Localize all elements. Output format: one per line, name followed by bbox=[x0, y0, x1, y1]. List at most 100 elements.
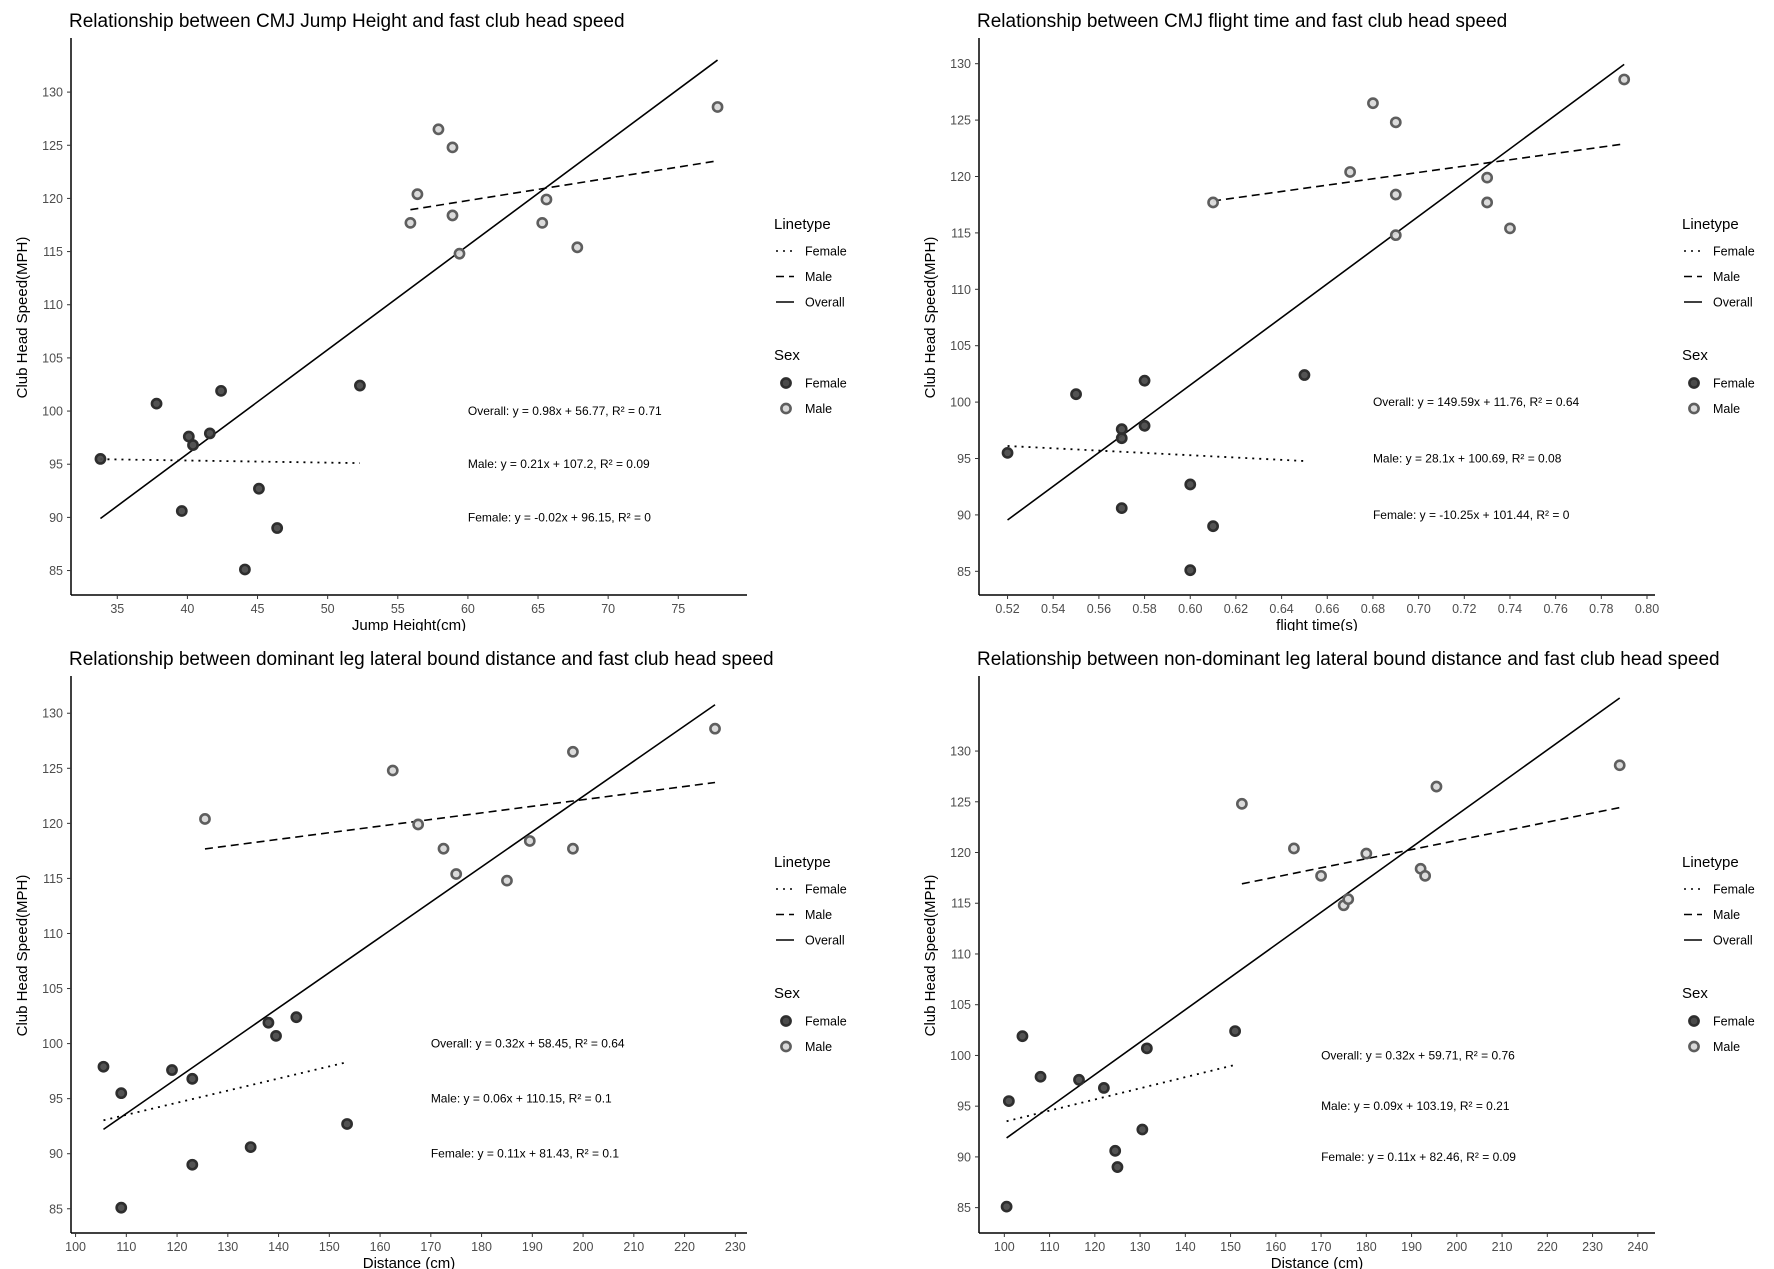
x-tick-label: 70 bbox=[601, 602, 615, 616]
fit-equation-female: Female: y = -10.25x + 101.44, R² = 0 bbox=[1373, 508, 1570, 522]
data-point-male bbox=[1342, 893, 1355, 906]
y-axis-label: Club Head Speed(MPH) bbox=[922, 875, 939, 1037]
legend-linetype-item: Female bbox=[805, 883, 847, 897]
data-point-male bbox=[1481, 196, 1494, 209]
data-point-female bbox=[1184, 478, 1197, 491]
data-point-male bbox=[411, 188, 424, 201]
data-point-male bbox=[386, 764, 399, 777]
y-tick-label: 120 bbox=[950, 170, 971, 184]
data-point-male bbox=[404, 216, 417, 229]
y-tick-label: 105 bbox=[950, 339, 971, 353]
y-tick-label: 100 bbox=[950, 1049, 971, 1063]
legend-linetype-item: Overall bbox=[1713, 296, 1753, 310]
x-tick-label: 100 bbox=[65, 1240, 86, 1254]
data-point-female bbox=[1111, 1161, 1124, 1173]
legend-linetype-item: Overall bbox=[1713, 934, 1753, 948]
x-tick-label: 50 bbox=[321, 602, 335, 616]
data-point-male bbox=[1419, 869, 1432, 882]
x-tick-label: 130 bbox=[1130, 1240, 1151, 1254]
x-tick-label: 0.52 bbox=[995, 602, 1019, 616]
x-tick-label: 45 bbox=[251, 602, 265, 616]
legend-sex-item: Male bbox=[805, 1040, 832, 1054]
legend-sex-item: Male bbox=[805, 402, 832, 416]
data-point-female bbox=[166, 1064, 178, 1076]
data-point-female bbox=[150, 397, 163, 410]
data-point-female bbox=[1016, 1030, 1029, 1043]
x-tick-label: 0.64 bbox=[1269, 602, 1293, 616]
data-point-female bbox=[186, 1158, 199, 1171]
chart-title: Relationship between CMJ flight time and… bbox=[977, 11, 1507, 32]
y-tick-label: 130 bbox=[42, 86, 63, 100]
x-tick-label: 220 bbox=[674, 1240, 695, 1254]
fit-line-overall bbox=[99, 59, 719, 520]
x-tick-label: 60 bbox=[461, 602, 475, 616]
data-point-male bbox=[1389, 229, 1402, 242]
y-axis-label: Club Head Speed(MPH) bbox=[14, 875, 31, 1037]
data-point-male bbox=[501, 874, 513, 887]
data-point-female bbox=[354, 379, 366, 392]
data-point-female bbox=[1184, 564, 1197, 577]
legend-point-male bbox=[1688, 1040, 1700, 1053]
y-tick-label: 130 bbox=[950, 745, 971, 759]
y-tick-label: 125 bbox=[950, 795, 971, 809]
data-point-female bbox=[1002, 1095, 1015, 1107]
data-point-female bbox=[1115, 432, 1128, 445]
y-axis-label: Club Head Speed(MPH) bbox=[14, 237, 31, 399]
fit-equation-female: Female: y = 0.11x + 81.43, R² = 0.1 bbox=[431, 1147, 620, 1161]
y-axis-label: Club Head Speed(MPH) bbox=[922, 237, 939, 399]
data-point-female bbox=[270, 1029, 282, 1042]
data-point-male bbox=[1481, 171, 1494, 184]
data-point-male bbox=[1360, 847, 1373, 860]
legend-point-female bbox=[1688, 377, 1700, 389]
x-tick-label: 210 bbox=[1492, 1240, 1513, 1254]
data-point-male bbox=[1389, 188, 1402, 201]
data-point-female bbox=[244, 1141, 257, 1154]
fit-equation-overall: Overall: y = 0.32x + 59.71, R² = 0.76 bbox=[1321, 1048, 1515, 1062]
data-point-male bbox=[453, 247, 466, 260]
legend-linetype-title: Linetype bbox=[774, 854, 831, 871]
data-point-female bbox=[187, 439, 199, 451]
x-tick-label: 240 bbox=[1627, 1240, 1648, 1254]
data-point-female bbox=[1034, 1070, 1047, 1083]
y-tick-label: 125 bbox=[950, 114, 971, 128]
y-tick-label: 85 bbox=[957, 1201, 971, 1215]
fit-line-overall bbox=[1006, 697, 1621, 1139]
x-tick-label: 40 bbox=[180, 602, 194, 616]
data-point-male bbox=[199, 813, 211, 825]
x-tick-label: 150 bbox=[319, 1240, 340, 1254]
data-point-female bbox=[1136, 1123, 1149, 1136]
legend-sex-item: Male bbox=[1713, 1040, 1740, 1054]
x-tick-label: 160 bbox=[1265, 1240, 1286, 1254]
data-point-male bbox=[567, 842, 579, 855]
fit-equation-overall: Overall: y = 149.59x + 11.76, R² = 0.64 bbox=[1373, 395, 1580, 409]
x-tick-label: 0.78 bbox=[1589, 602, 1613, 616]
fit-equation-female: Female: y = -0.02x + 96.15, R² = 0 bbox=[468, 510, 651, 524]
x-tick-label: 55 bbox=[391, 602, 405, 616]
legend-linetype-item: Male bbox=[1713, 270, 1740, 284]
x-tick-label: 140 bbox=[1175, 1240, 1196, 1254]
legend-linetype-title: Linetype bbox=[1682, 854, 1739, 871]
data-point-female bbox=[290, 1011, 303, 1024]
x-tick-label: 65 bbox=[531, 602, 545, 616]
data-point-male bbox=[523, 835, 536, 847]
y-tick-label: 85 bbox=[957, 565, 971, 579]
legend-linetype-item: Female bbox=[1713, 883, 1755, 897]
legend-linetype-title: Linetype bbox=[774, 216, 831, 233]
x-tick-label: 120 bbox=[167, 1240, 188, 1254]
legend-linetype-item: Overall bbox=[805, 934, 845, 948]
y-tick-label: 90 bbox=[49, 1147, 63, 1161]
fit-line-male bbox=[1212, 143, 1625, 202]
x-tick-label: 110 bbox=[1040, 1240, 1060, 1254]
chart-title: Relationship between CMJ Jump Height and… bbox=[69, 11, 625, 32]
y-tick-label: 120 bbox=[42, 817, 63, 831]
x-tick-label: 160 bbox=[370, 1240, 391, 1254]
fit-equation-overall: Overall: y = 0.32x + 58.45, R² = 0.64 bbox=[431, 1037, 625, 1051]
x-tick-label: 130 bbox=[217, 1240, 238, 1254]
y-tick-label: 110 bbox=[43, 927, 63, 941]
legend-linetype-item: Male bbox=[805, 908, 832, 922]
data-point-male bbox=[412, 818, 425, 831]
legend-sex-item: Female bbox=[805, 1015, 847, 1029]
data-point-male bbox=[1235, 797, 1248, 810]
x-tick-label: 230 bbox=[725, 1240, 746, 1254]
y-tick-label: 85 bbox=[49, 564, 63, 578]
